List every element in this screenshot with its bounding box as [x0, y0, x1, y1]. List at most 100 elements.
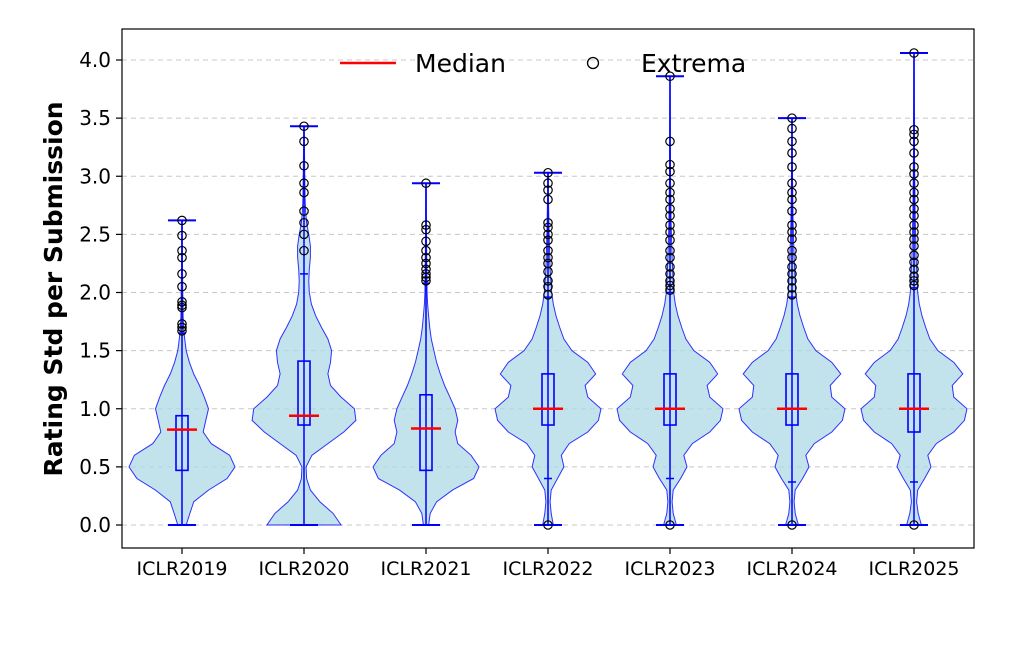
- extrema-point: [909, 148, 919, 158]
- extrema-point: [909, 241, 919, 251]
- extrema-point: [421, 245, 431, 256]
- extrema-point: [787, 206, 797, 216]
- extrema-point: [543, 245, 553, 256]
- extrema-point: [177, 245, 187, 256]
- extrema-point: [909, 169, 919, 179]
- extrema-point: [787, 194, 797, 205]
- iqr-box: [297, 360, 311, 426]
- extrema-point: [177, 215, 187, 226]
- extrema-point: [909, 276, 919, 286]
- extrema-point: [177, 300, 187, 311]
- extrema-point: [299, 217, 309, 228]
- extrema-point: [909, 210, 919, 221]
- x-tick-label: ICLR2019: [136, 558, 227, 580]
- extrema-point: [787, 276, 797, 286]
- extrema-point: [421, 269, 431, 279]
- extrema-point: [909, 520, 919, 530]
- y-tick-label: 3.0: [79, 164, 111, 188]
- extrema-point: [543, 185, 553, 195]
- extrema-point: [665, 194, 675, 205]
- extrema-point: [299, 206, 309, 216]
- extrema-point: [543, 194, 553, 205]
- extrema-point: [177, 252, 187, 263]
- extrema-point: [177, 269, 187, 279]
- extrema-point: [665, 210, 675, 221]
- extrema-point: [665, 136, 675, 147]
- extrema-point: [665, 166, 675, 177]
- extrema-point: [909, 234, 919, 244]
- extrema-point: [299, 121, 309, 132]
- extrema-point: [665, 227, 675, 237]
- extrema-point: [421, 178, 431, 189]
- extrema-point: [177, 319, 187, 329]
- extrema-point: [909, 187, 919, 198]
- iqr-box: [785, 373, 799, 426]
- extrema-point: [543, 252, 553, 263]
- extrema-point: [665, 220, 675, 230]
- extrema-point: [421, 258, 431, 269]
- iqr-box: [541, 373, 555, 426]
- extrema-point: [299, 136, 309, 147]
- extrema-point: [299, 187, 309, 198]
- extrema-point: [543, 217, 553, 228]
- extrema-point: [665, 204, 675, 214]
- extrema-point: [543, 258, 553, 269]
- extrema-point: [543, 281, 553, 292]
- x-tick-label: ICLR2023: [624, 558, 715, 580]
- extrema-point: [543, 167, 553, 178]
- extrema-point: [543, 178, 553, 189]
- x-tick-label: ICLR2025: [868, 558, 959, 580]
- extrema-point: [665, 159, 675, 170]
- extrema-point: [909, 220, 919, 230]
- x-tick-label: ICLR2021: [380, 558, 471, 580]
- extrema-point: [299, 178, 309, 189]
- extrema-point: [299, 245, 309, 256]
- extrema-point: [543, 235, 553, 245]
- extrema-point: [665, 285, 675, 295]
- extrema-point: [665, 178, 675, 189]
- extrema-point: [543, 229, 553, 240]
- extrema-points: [177, 48, 919, 530]
- extrema-point: [787, 113, 797, 123]
- y-tick-label: 1.5: [79, 339, 111, 363]
- iqr-box: [663, 373, 677, 426]
- extrema-point: [177, 322, 187, 333]
- extrema-point: [177, 281, 187, 292]
- extrema-point: [787, 245, 797, 256]
- extrema-point: [909, 178, 919, 189]
- extrema-point: [421, 224, 431, 235]
- extrema-point: [787, 178, 797, 189]
- extrema-point: [177, 296, 187, 307]
- extrema-point: [787, 187, 797, 198]
- extrema-point: [421, 236, 431, 247]
- y-tick-label: 0.5: [79, 455, 111, 479]
- extrema-point: [421, 264, 431, 275]
- extrema-point: [543, 222, 553, 233]
- legend-median-label: Median: [415, 49, 506, 78]
- extrema-point: [421, 276, 431, 286]
- y-tick-label: 2.5: [79, 222, 111, 246]
- extrema-point: [543, 276, 553, 286]
- legend: Median Extrema: [340, 49, 746, 78]
- extrema-point: [909, 280, 919, 291]
- extrema-point: [665, 187, 675, 198]
- iqr-box: [419, 393, 433, 472]
- extrema-point: [543, 520, 553, 530]
- extrema-point: [665, 71, 675, 82]
- extrema-point: [909, 48, 919, 58]
- extrema-point: [909, 271, 919, 282]
- extrema-point: [787, 227, 797, 237]
- extrema-point: [177, 230, 187, 241]
- y-tick-label: 4.0: [79, 48, 111, 72]
- extrema-point: [787, 136, 797, 147]
- extrema-point: [787, 262, 797, 272]
- extrema-point: [299, 229, 309, 240]
- extrema-point: [909, 257, 919, 268]
- x-axis-ticks: ICLR2019 ICLR2020 ICLR2021 ICLR2022 ICLR2023…: [136, 548, 960, 580]
- extrema-point: [177, 326, 187, 336]
- legend-extrema-swatch: [586, 56, 600, 70]
- legend-extrema-label: Extrema: [641, 49, 746, 78]
- extrema-point: [787, 252, 797, 263]
- x-tick-label: ICLR2022: [502, 558, 593, 580]
